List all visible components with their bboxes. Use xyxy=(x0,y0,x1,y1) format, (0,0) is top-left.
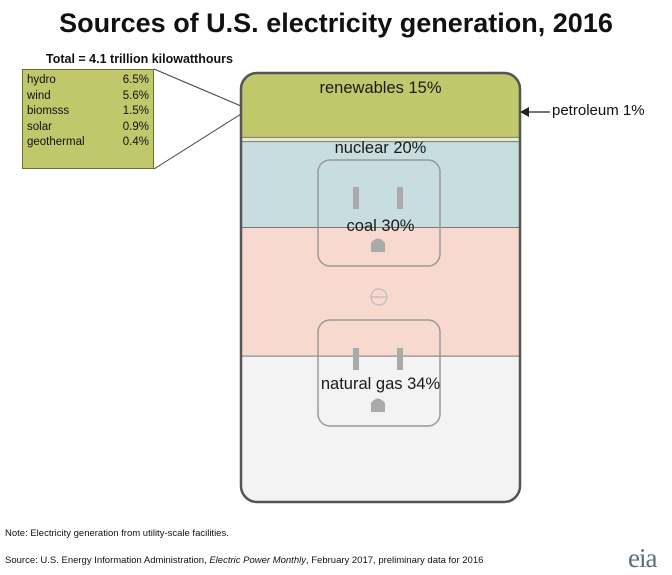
chart-title: Sources of U.S. electricity generation, … xyxy=(59,8,613,38)
segment-nuclear xyxy=(241,141,520,228)
breakdown-row-geothermal: geothermal 0.4% xyxy=(27,135,149,151)
segment-renewables xyxy=(241,73,520,138)
label-coal: coal 30% xyxy=(346,217,415,235)
outlet-plate-outline xyxy=(239,71,522,504)
label-nuclear: nuclear 20% xyxy=(334,139,427,157)
petroleum-arrow-icon xyxy=(520,107,529,117)
label-natural-gas: natural gas 34% xyxy=(320,375,441,393)
breakdown-row-solar: solar 0.9% xyxy=(27,120,149,136)
breakdown-row-biomass: biomsss 1.5% xyxy=(27,104,149,120)
source-publication: Electric Power Monthly xyxy=(209,555,306,566)
breakdown-label: biomsss xyxy=(27,105,70,118)
breakdown-label: solar xyxy=(27,120,52,133)
breakdown-value: 0.4% xyxy=(122,136,149,149)
breakdown-connector-bottom xyxy=(153,113,242,170)
chart-subtitle: Total = 4.1 trillion kilowatthours xyxy=(46,52,233,66)
breakdown-connector-top xyxy=(153,68,242,107)
screw-icon xyxy=(370,288,388,306)
source-line: Source: U.S. Energy Information Administ… xyxy=(5,555,483,566)
upper-outlet-icon xyxy=(317,159,441,267)
segments-group xyxy=(241,73,520,502)
eia-logo: eia xyxy=(628,543,658,573)
segment-petroleum xyxy=(241,137,520,142)
breakdown-label: hydro xyxy=(27,74,56,86)
segment-natural-gas xyxy=(241,356,520,502)
renewables-breakdown-box: hydro 6.5% wind 5.6% biomsss 1.5% solar … xyxy=(22,69,154,169)
breakdown-row-wind: wind 5.6% xyxy=(27,89,149,105)
breakdown-value: 6.5% xyxy=(122,74,149,86)
breakdown-row-hydro: hydro 6.5% xyxy=(27,73,149,89)
lower-outlet-icon xyxy=(317,319,441,427)
label-petroleum: petroleum 1% xyxy=(552,102,645,119)
breakdown-value: 5.6% xyxy=(122,89,149,102)
source-suffix: , February 2017, preliminary data for 20… xyxy=(305,555,484,566)
breakdown-value: 0.9% xyxy=(122,120,149,133)
breakdown-label: wind xyxy=(27,89,51,102)
footnote: Note: Electricity generation from utilit… xyxy=(5,528,229,539)
source-prefix: Source: U.S. Energy Information Administ… xyxy=(5,555,210,566)
breakdown-value: 1.5% xyxy=(122,105,149,118)
breakdown-label: geothermal xyxy=(27,136,85,149)
label-renewables: renewables 15% xyxy=(319,79,442,97)
